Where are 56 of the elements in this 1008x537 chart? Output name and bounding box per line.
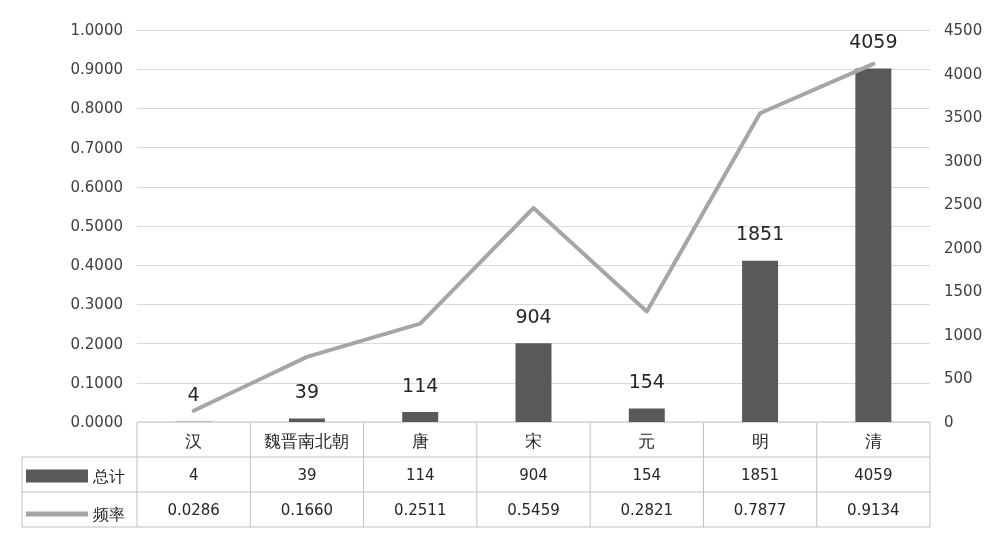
y-tick-label: 0.0000 (70, 413, 123, 431)
bar (515, 343, 552, 422)
text: 4 (187, 383, 200, 406)
y2-tick-label: 2500 (944, 195, 983, 214)
data-label: 1851 (740, 465, 780, 484)
y-tick-label: 0.6000 (70, 177, 123, 196)
legend-label: 频率 (93, 504, 125, 524)
data-label: 39 (297, 465, 317, 484)
bar (855, 68, 892, 422)
y-tick-label: 0.2000 (70, 334, 123, 353)
y-tick-label: 1.0000 (70, 21, 123, 39)
y2-tick-label: 0 (944, 413, 954, 431)
text: 904 (515, 304, 552, 327)
y2-tick-label: 3000 (944, 151, 983, 170)
x-tick-label: 明 (751, 430, 769, 451)
data-label: 904 (519, 465, 548, 484)
data-label: 154 (632, 465, 662, 484)
text: 4059 (849, 29, 898, 52)
y-tick-label: 0.5000 (70, 217, 123, 235)
bar (628, 408, 665, 422)
data-label: 4059 (854, 465, 893, 484)
y-tick-label: 0.4000 (70, 256, 123, 275)
y-tick-label: 0.9000 (70, 60, 123, 79)
text: 39 (294, 380, 320, 403)
y2-tick-label: 4000 (944, 64, 983, 83)
y-tick-label: 0.7000 (70, 138, 123, 157)
x-tick-label: 元 (638, 430, 656, 451)
y2-tick-label: 2000 (944, 238, 983, 257)
bar (402, 412, 439, 422)
data-label: 0.9134 (847, 500, 900, 519)
y2-tick-label: 1000 (944, 325, 983, 344)
data-label: 0.2821 (620, 500, 674, 519)
y-tick-label: 0.3000 (70, 295, 123, 314)
data-label: 4 (188, 465, 199, 484)
x-tick-label: 宋 (525, 430, 542, 451)
y-tick-label: 0.8000 (70, 99, 123, 118)
y-tick-label: 0.1000 (70, 373, 123, 392)
x-tick-label: 清 (864, 430, 882, 451)
legend-label: 总计 (92, 466, 125, 486)
x-tick-label: 汉 (185, 430, 203, 451)
data-label: 0.2511 (393, 500, 447, 519)
y2-tick-label: 4500 (944, 21, 983, 39)
data-label: 0.1660 (280, 500, 334, 519)
y2-tick-label: 3500 (944, 108, 983, 127)
bar (742, 260, 779, 422)
text: 1851 (735, 222, 785, 245)
data-label: 114 (405, 465, 435, 484)
data-label: 0.5459 (507, 500, 560, 519)
data-label: 0.0286 (167, 500, 220, 519)
x-tick-label: 魏晋南北朝 (264, 430, 350, 451)
text: 154 (628, 370, 665, 393)
y2-tick-label: 500 (944, 369, 973, 388)
data-label: 0.7877 (733, 500, 787, 519)
y2-tick-label: 1500 (944, 282, 983, 301)
text: 114 (402, 373, 439, 396)
x-tick-label: 唐 (411, 430, 429, 451)
